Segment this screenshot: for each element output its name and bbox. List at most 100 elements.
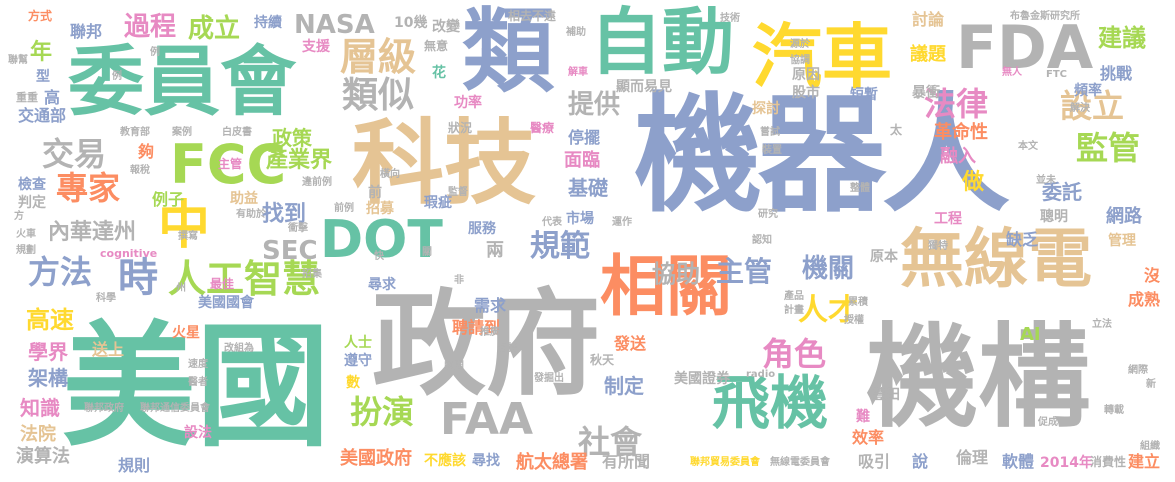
- word-time: 時: [118, 255, 158, 301]
- word-enough: 夠: [138, 142, 155, 161]
- word-revolutionary: 革命性: [934, 122, 988, 143]
- word-example-2: 例: [150, 47, 160, 58]
- word-high: 高: [44, 88, 61, 107]
- word-train: 火車: [16, 229, 36, 240]
- word-engineering: 工程: [934, 211, 962, 227]
- word-plan: 計畫: [784, 305, 804, 316]
- word-commission: 委託: [1042, 180, 1082, 204]
- word-norm: 規範: [530, 229, 590, 264]
- word-sec: SEC: [262, 236, 318, 266]
- word-assist: 協助: [652, 260, 700, 288]
- word-comply: 遵守: [344, 353, 372, 369]
- word-tax: 報稅: [130, 165, 150, 176]
- word-spend: 花: [432, 65, 446, 81]
- word-best: 最佳: [210, 277, 235, 291]
- word-should-not: 不應該: [424, 453, 466, 469]
- word-explore: 探討: [752, 101, 780, 117]
- word-process: 過程: [124, 12, 177, 42]
- word-surge: 暴衝: [912, 85, 940, 101]
- word-horizontal: 橫向: [380, 169, 400, 180]
- word-smart: 聰明: [1040, 209, 1068, 225]
- word-regulate: 監管: [1076, 129, 1141, 167]
- word-support: 支援: [302, 39, 330, 55]
- word-power: 功率: [454, 95, 482, 111]
- word-committee: 委員會: [68, 37, 296, 126]
- word-federal: 聯邦: [70, 22, 103, 41]
- word-brookings: 布魯金斯研究所: [1010, 11, 1080, 22]
- word-unintended: 無意: [424, 39, 449, 53]
- word-trade: 交易: [42, 135, 107, 173]
- word-too: 太: [890, 123, 903, 137]
- word-us-securities: 美國證券: [674, 371, 730, 387]
- word-unique: 獨特: [928, 241, 948, 252]
- word-represent: 代表: [542, 217, 562, 228]
- word-repost: 轉載: [1104, 405, 1124, 416]
- word-recruit: 招募: [366, 201, 394, 217]
- word-policy: 政策: [272, 126, 312, 150]
- word-role: 角色: [762, 335, 827, 373]
- word-originate: 源於: [790, 39, 810, 50]
- word-car: 汽車: [752, 16, 892, 98]
- word-space-agency: 航太總署: [516, 452, 588, 473]
- word-method: 方法: [28, 253, 93, 291]
- word-impact: 衝擊: [288, 223, 308, 234]
- word-two: 兩: [486, 240, 504, 261]
- word-market: 市場: [566, 211, 594, 227]
- word-suggest: 建議: [1098, 24, 1146, 52]
- word-fda: FDA: [956, 13, 1094, 83]
- word-doctor: 醫者: [188, 377, 208, 388]
- word-expert: 專家: [56, 169, 121, 207]
- word-government: 政府: [372, 278, 601, 411]
- word-formulate: 制定: [604, 374, 644, 398]
- word-flaw: 瑕疵: [424, 195, 452, 211]
- word-new: 新: [1146, 379, 1156, 390]
- word-algorithm: 演算法: [16, 446, 70, 467]
- word-framework: 架構: [28, 366, 68, 390]
- word-before: 前: [368, 185, 382, 201]
- word-example: 例子: [152, 190, 185, 209]
- word-write: 撰寫: [178, 231, 198, 242]
- word-promote: 推廣: [480, 327, 500, 338]
- word-persons: 人士: [344, 335, 372, 351]
- word-research: 研究: [758, 209, 778, 220]
- word-us-government: 美國政府: [340, 448, 412, 469]
- word-organ: 機關: [802, 254, 855, 284]
- word-network: 網路: [1106, 206, 1142, 227]
- word-stock-market: 股市: [792, 85, 820, 101]
- word-ethics: 倫理: [956, 448, 989, 467]
- word-us-congress: 美國國會: [198, 295, 254, 311]
- word-supervisor: 主管: [716, 255, 773, 288]
- word-radio: 無線電: [900, 223, 1092, 297]
- word-cognitive: cognitive: [100, 247, 158, 260]
- word-accumulate: 累積: [848, 297, 868, 308]
- word-against-precedent: 違前例: [302, 177, 332, 188]
- word-build: 建立: [1128, 452, 1161, 471]
- word-determine: 判定: [18, 195, 46, 211]
- word-include: 包括: [498, 343, 518, 354]
- word-pass: 關: [422, 247, 432, 258]
- word-reason: 原因: [792, 67, 820, 83]
- word-science: 科學: [96, 293, 116, 304]
- word-number: 數: [346, 375, 360, 391]
- word-education: 教育部: [120, 127, 150, 138]
- word-discuss: 討論: [912, 10, 945, 29]
- word-mars: 火星: [172, 325, 200, 341]
- word-robot: 機器人: [634, 81, 1010, 230]
- word-seek-2: 尋求: [368, 277, 396, 293]
- word-continue: 持續: [254, 15, 282, 31]
- word-ai-en: AI: [1020, 324, 1041, 345]
- word-issue: 議題: [910, 44, 946, 65]
- word-case: 案例: [172, 127, 192, 138]
- word-device: 裝置: [762, 145, 782, 156]
- word-benefit: 助益: [230, 191, 258, 207]
- word-solve: 解決: [1070, 103, 1090, 114]
- word-law: 法律: [924, 85, 989, 123]
- word-article: 本文: [1018, 141, 1038, 152]
- word-seek: 尋找: [472, 453, 500, 469]
- word-way: 方式: [28, 9, 53, 23]
- word-speed: 速度: [188, 359, 208, 370]
- word-radio-en: radio: [746, 369, 776, 380]
- word-tech: 技術: [720, 13, 740, 24]
- word-dot-ministry: 交通部: [18, 106, 67, 125]
